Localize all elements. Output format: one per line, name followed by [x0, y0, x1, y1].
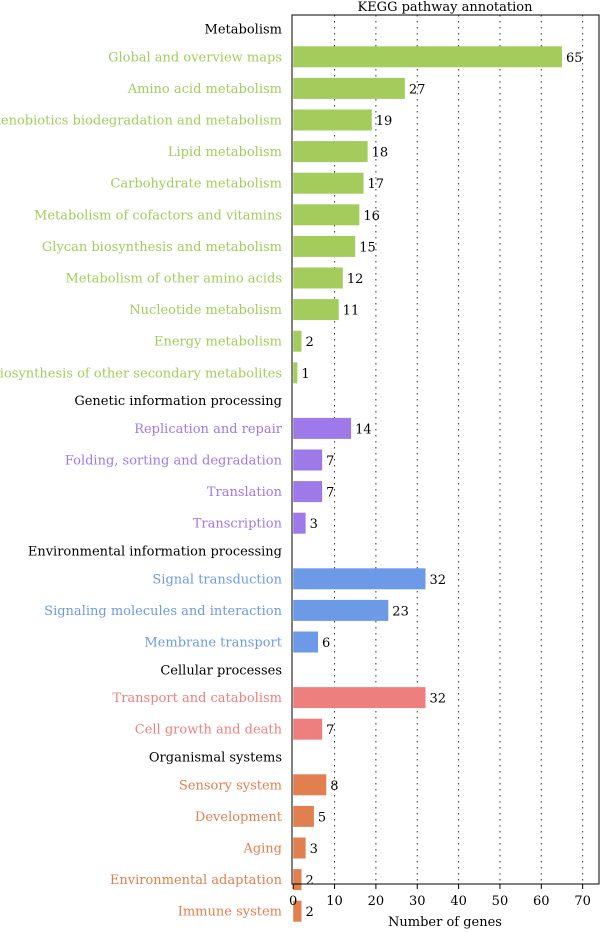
data-label: 23 — [392, 604, 409, 619]
bar — [293, 718, 323, 740]
bar — [293, 141, 368, 163]
data-label: 2 — [305, 905, 313, 920]
category-label: Signal transduction — [152, 572, 282, 587]
data-label: 5 — [318, 810, 326, 825]
data-label: 14 — [355, 422, 372, 437]
data-label: 6 — [322, 636, 330, 651]
bar — [293, 774, 327, 796]
category-label: Metabolism of cofactors and vitamins — [34, 208, 282, 223]
category-label: Translation — [207, 485, 283, 500]
data-label: 11 — [343, 304, 360, 319]
bar — [293, 267, 343, 289]
category-label: Lipid metabolism — [168, 145, 282, 160]
bar — [293, 869, 302, 891]
category-label: Transcription — [193, 517, 283, 532]
x-axis: 0 10 20 30 40 50 60 70 — [289, 884, 591, 909]
category-label: Aging — [242, 842, 282, 857]
bar — [293, 330, 302, 352]
bar — [293, 235, 356, 257]
bar — [293, 481, 323, 503]
data-label: 32 — [430, 573, 447, 588]
data-label: 2 — [305, 335, 313, 350]
data-label: 8 — [330, 779, 338, 794]
group-header: Cellular processes — [160, 663, 282, 678]
chart-title: KEGG pathway annotation — [357, 0, 533, 15]
x-tick-label: 30 — [409, 894, 426, 909]
data-label: 19 — [376, 114, 393, 129]
group-header: Organismal systems — [149, 751, 282, 766]
data-label: 16 — [363, 209, 380, 224]
bar — [293, 172, 364, 194]
x-axis-label: Number of genes — [388, 915, 502, 930]
group-header: Genetic information processing — [74, 394, 282, 409]
group-header: Metabolism — [205, 23, 282, 38]
plot-frame — [291, 14, 600, 885]
bar — [293, 299, 339, 321]
bar — [293, 900, 302, 922]
bar — [293, 599, 389, 621]
data-label: 7 — [326, 454, 334, 469]
x-tick-label: 60 — [533, 894, 550, 909]
data-label: 65 — [566, 51, 583, 66]
bar — [293, 837, 306, 859]
category-label: Amino acid metabolism — [127, 82, 282, 97]
category-labels: Metabolism Global and overview maps Amino … — [0, 23, 283, 920]
x-tick-label: 20 — [368, 894, 385, 909]
category-label: Cell growth and death — [135, 723, 283, 738]
category-label: Biosynthesis of other secondary metaboli… — [0, 366, 282, 381]
x-tick-label: 0 — [289, 894, 297, 909]
data-label: 17 — [367, 177, 384, 192]
data-label: 32 — [430, 692, 447, 707]
category-label: Replication and repair — [134, 422, 283, 437]
data-label: 3 — [310, 517, 318, 532]
data-label: 18 — [372, 146, 389, 161]
bar — [293, 46, 562, 68]
bar — [293, 449, 323, 471]
category-label: Immune system — [178, 905, 282, 920]
category-label: Folding, sorting and degradation — [65, 454, 283, 469]
category-label: Development — [195, 810, 283, 825]
bar — [293, 805, 314, 827]
data-label: 1 — [301, 367, 309, 382]
data-label: 12 — [347, 272, 364, 287]
bar — [293, 687, 426, 709]
data-label: 7 — [326, 723, 334, 738]
category-label: Xenobiotics biodegradation and metabolis… — [0, 114, 282, 129]
bar — [293, 417, 352, 439]
group-header: Environmental information processing — [28, 545, 282, 560]
data-label: 3 — [310, 842, 318, 857]
category-label: Transport and catabolism — [113, 691, 282, 706]
x-tick-label: 50 — [492, 894, 509, 909]
data-label: 7 — [326, 486, 334, 501]
bar — [293, 568, 426, 590]
category-label: Carbohydrate metabolism — [110, 177, 282, 192]
category-label: Energy metabolism — [154, 335, 282, 350]
bar — [293, 109, 372, 131]
bar — [293, 362, 298, 384]
category-label: Sensory system — [179, 778, 282, 793]
category-label: Nucleotide metabolism — [129, 303, 282, 318]
data-label: 2 — [305, 874, 313, 889]
bar — [293, 631, 319, 653]
x-tick-label: 10 — [326, 894, 343, 909]
data-label: 27 — [409, 82, 426, 97]
category-label: Signaling molecules and interaction — [44, 604, 282, 619]
category-label: Environmental adaptation — [110, 873, 283, 888]
x-tick-label: 70 — [574, 894, 591, 909]
bar — [293, 77, 405, 99]
category-label: Metabolism of other amino acids — [65, 272, 282, 287]
category-label: Global and overview maps — [108, 50, 282, 65]
data-label: 15 — [359, 240, 376, 255]
category-label: Glycan biosynthesis and metabolism — [42, 240, 282, 255]
bar — [293, 204, 360, 226]
x-tick-label: 40 — [450, 894, 467, 909]
bars — [293, 46, 562, 922]
category-label: Membrane transport — [144, 636, 282, 651]
bar — [293, 512, 306, 534]
